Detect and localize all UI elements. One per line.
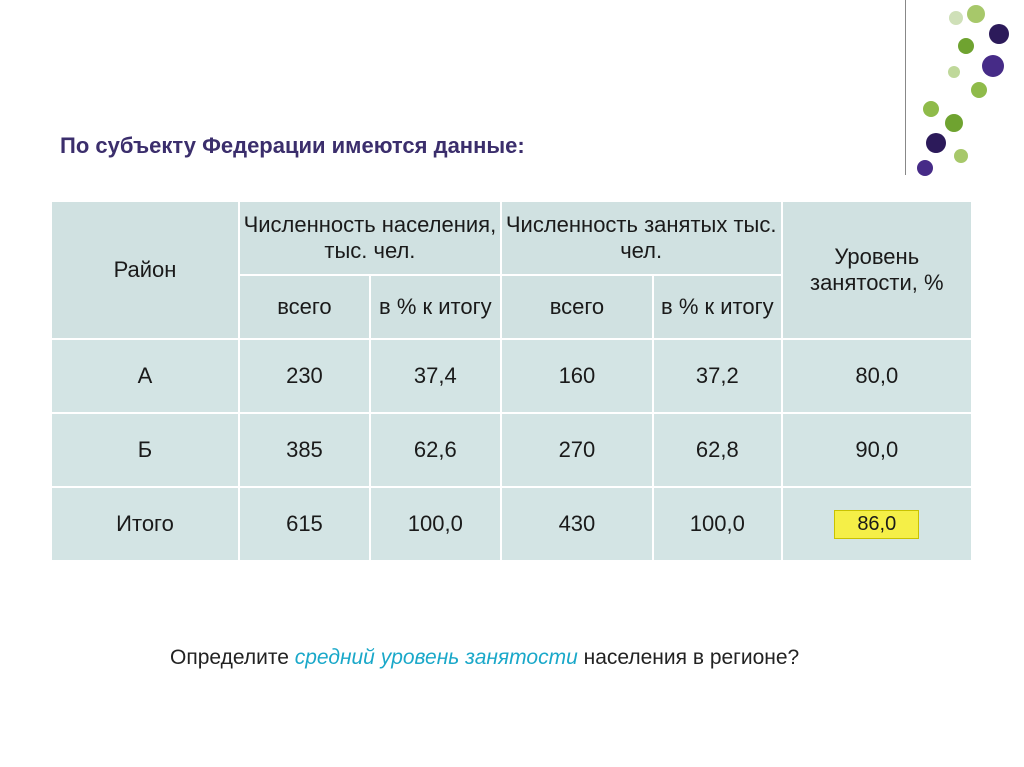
- decorative-dot: [954, 149, 968, 163]
- question-suffix: населения в регионе?: [578, 646, 799, 669]
- table-row: Итого 615 100,0 430 100,0 86,0: [51, 487, 972, 561]
- th-population: Численность населения, тыс. чел.: [239, 201, 501, 275]
- cell-region: Итого: [51, 487, 239, 561]
- decorative-dot: [989, 24, 1009, 44]
- cell-pop-pct: 62,6: [370, 413, 501, 487]
- decorative-dot: [982, 55, 1004, 77]
- th-emp-pct: в % к итогу: [653, 275, 782, 339]
- decorative-dot: [917, 160, 933, 176]
- decorative-dot: [967, 5, 985, 23]
- decorative-dot: [949, 11, 963, 25]
- decorative-dot: [945, 114, 963, 132]
- cell-level: 90,0: [782, 413, 972, 487]
- cell-emp-all: 270: [501, 413, 653, 487]
- decorative-dot: [923, 101, 939, 117]
- th-level: Уровень занятости, %: [782, 201, 972, 339]
- decorative-dot: [926, 133, 946, 153]
- cell-emp-pct: 62,8: [653, 413, 782, 487]
- th-pop-pct: в % к итогу: [370, 275, 501, 339]
- cell-pop-all: 615: [239, 487, 370, 561]
- cell-pop-all: 385: [239, 413, 370, 487]
- th-employed: Численность занятых тыс. чел.: [501, 201, 782, 275]
- cell-region: Б: [51, 413, 239, 487]
- question-emphasis: средний уровень занятости: [295, 646, 578, 669]
- cell-emp-pct: 100,0: [653, 487, 782, 561]
- cell-pop-pct: 37,4: [370, 339, 501, 413]
- slide-title: По субъекту Федерации имеются данные:: [60, 133, 525, 159]
- highlight-value: 86,0: [834, 510, 919, 539]
- decorative-dot: [948, 66, 960, 78]
- table-row: А 230 37,4 160 37,2 80,0: [51, 339, 972, 413]
- cell-region: А: [51, 339, 239, 413]
- decorative-dot: [971, 82, 987, 98]
- vertical-divider: [905, 0, 906, 175]
- th-region: Район: [51, 201, 239, 339]
- cell-level: 80,0: [782, 339, 972, 413]
- cell-pop-all: 230: [239, 339, 370, 413]
- question-prefix: Определите: [170, 646, 295, 669]
- decorative-dot: [958, 38, 974, 54]
- cell-emp-pct: 37,2: [653, 339, 782, 413]
- cell-level-highlight: 86,0: [782, 487, 972, 561]
- cell-emp-all: 160: [501, 339, 653, 413]
- cell-pop-pct: 100,0: [370, 487, 501, 561]
- data-table: Район Численность населения, тыс. чел. Ч…: [50, 200, 973, 562]
- slide: { "title": "По субъекту Федерации имеютс…: [0, 0, 1024, 767]
- table-row: Б 385 62,6 270 62,8 90,0: [51, 413, 972, 487]
- cell-emp-all: 430: [501, 487, 653, 561]
- th-emp-total: всего: [501, 275, 653, 339]
- question-text: Определите средний уровень занятости нас…: [170, 646, 799, 670]
- th-pop-total: всего: [239, 275, 370, 339]
